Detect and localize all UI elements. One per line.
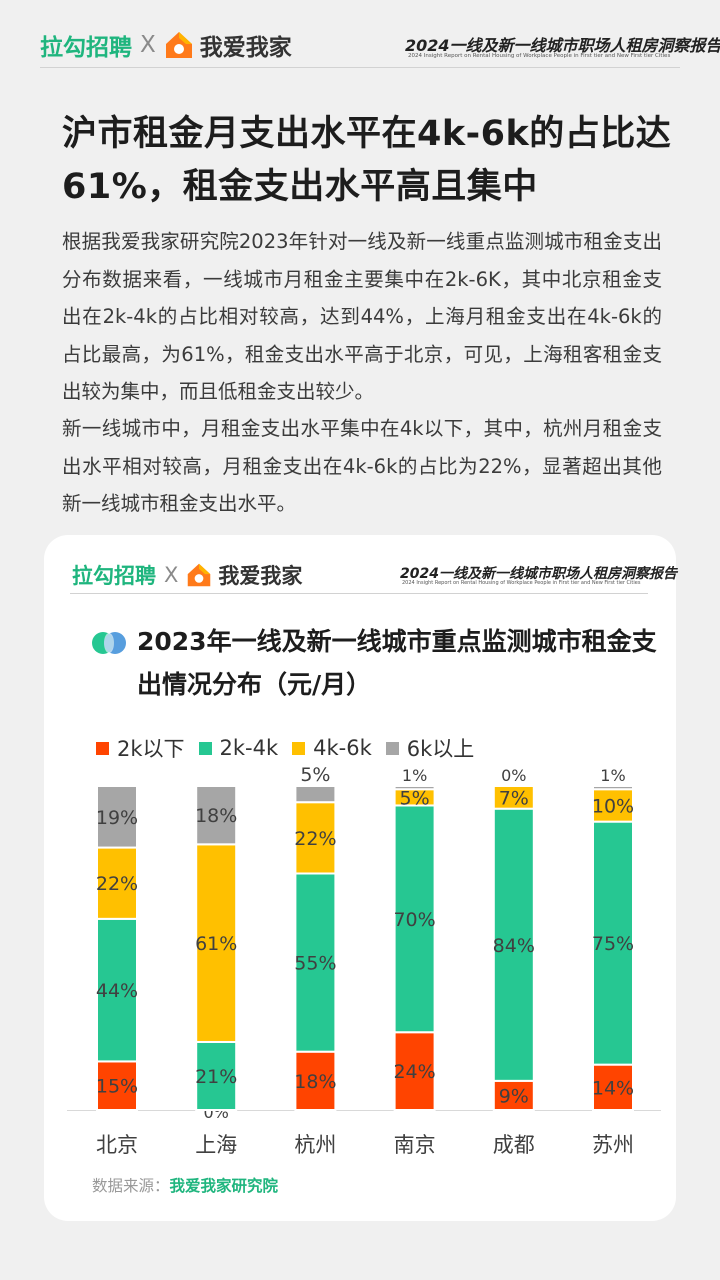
data-label: 14% bbox=[592, 1077, 634, 1099]
data-label: 19% bbox=[96, 807, 138, 829]
data-label: 15% bbox=[96, 1076, 138, 1098]
bar-segment bbox=[294, 801, 337, 875]
x-tick-label: 上海 bbox=[195, 1133, 237, 1157]
data-label: 0% bbox=[501, 766, 526, 785]
article-paragraph-1: 根据我爱我家研究院2023年针对一线及新一线重点监测城市租金支出分布数据来看，一… bbox=[62, 230, 662, 403]
bar-segment bbox=[96, 785, 138, 849]
legend-label: 4k-6k bbox=[313, 736, 372, 760]
bar-segment bbox=[492, 807, 535, 1082]
house-logo-icon bbox=[164, 30, 194, 60]
bar-segment bbox=[592, 788, 634, 823]
x-tick-label: 苏州 bbox=[592, 1133, 634, 1157]
card-house-logo-icon bbox=[186, 562, 212, 588]
data-label: 70% bbox=[393, 909, 435, 931]
bar-segment bbox=[96, 1060, 138, 1112]
legend-swatch bbox=[292, 741, 306, 755]
data-label: 9% bbox=[499, 1085, 529, 1107]
bar-segment bbox=[294, 872, 337, 1053]
data-label: 1% bbox=[402, 766, 427, 785]
data-label: 22% bbox=[294, 828, 336, 850]
bar-segment bbox=[195, 785, 238, 846]
data-label: 18% bbox=[195, 805, 237, 827]
brand-separator: X bbox=[140, 32, 156, 58]
data-label: 84% bbox=[493, 935, 535, 957]
bar-segment bbox=[393, 1031, 436, 1111]
report-title: 2024一线及新一线城市职场人租房洞察报告 bbox=[405, 36, 720, 55]
data-label: 5% bbox=[400, 787, 430, 809]
legend-swatch bbox=[96, 741, 109, 755]
card-brand-left: 拉勾招聘 bbox=[72, 564, 156, 588]
card-report-subtitle: 2024 Insight Report on Rental Housing of… bbox=[402, 580, 641, 586]
source-label: 数据来源： bbox=[92, 1177, 170, 1195]
legend-item: 2k以下 bbox=[96, 733, 185, 763]
x-tick-label: 杭州 bbox=[294, 1133, 336, 1157]
x-tick-label: 成都 bbox=[493, 1133, 535, 1157]
article-paragraph-2: 新一线城市中，月租金支出水平集中在4k以下，其中，杭州月租金支出水平相对较高，月… bbox=[62, 417, 662, 515]
brand-left: 拉勾招聘 bbox=[40, 35, 132, 61]
article-headline: 沪市租金月支出水平在4k-6k的占比达61%，租金支出水平高且集中 bbox=[62, 114, 672, 207]
report-subtitle: 2024 Insight Report on Rental Housing of… bbox=[408, 53, 671, 59]
legend-swatch bbox=[198, 741, 212, 755]
legend-label: 2k以下 bbox=[117, 737, 185, 761]
chart-title: 2023年一线及新一线城市重点监测城市租金支出情况分布（元/月） bbox=[137, 627, 657, 699]
bar-segment bbox=[393, 785, 436, 791]
data-label: 10% bbox=[592, 795, 634, 817]
legend-item: 6k以上 bbox=[385, 733, 475, 763]
legend-item: 2k-4k bbox=[198, 733, 279, 763]
bar-segment bbox=[294, 1050, 337, 1112]
data-source: 数据来源：我爱我家研究院 bbox=[92, 1174, 278, 1196]
card-brand-separator: X bbox=[164, 563, 179, 587]
data-label: 22% bbox=[96, 873, 138, 895]
source-value: 我爱我家研究院 bbox=[169, 1177, 279, 1195]
card-report-title: 2024一线及新一线城市职场人租房洞察报告 bbox=[400, 566, 677, 582]
chart-title-icon bbox=[92, 632, 126, 654]
data-label: 24% bbox=[393, 1061, 435, 1083]
bar-segment bbox=[592, 785, 634, 791]
bar-segment bbox=[592, 1063, 634, 1112]
data-label: 7% bbox=[499, 787, 529, 809]
data-label: 1% bbox=[600, 766, 625, 785]
chart-legend: 2k以下 2k-4k 4k-6k 6k以上 bbox=[96, 733, 488, 763]
data-label: 61% bbox=[195, 933, 237, 955]
legend-item: 4k-6k bbox=[292, 733, 372, 763]
data-label: 55% bbox=[294, 953, 336, 975]
card-brand-right: 我爱我家 bbox=[218, 564, 303, 588]
bar-segment bbox=[492, 785, 535, 810]
brand-right: 我爱我家 bbox=[199, 35, 292, 61]
bar-segment bbox=[96, 846, 138, 920]
data-label: 21% bbox=[195, 1066, 237, 1088]
card-divider bbox=[70, 593, 648, 594]
data-label: 75% bbox=[592, 933, 634, 955]
bar-segment bbox=[393, 804, 436, 1034]
card-brand-logo: 拉勾招聘 X 我爱我家 bbox=[72, 560, 302, 590]
header-divider bbox=[40, 67, 680, 68]
legend-label: 2k-4k bbox=[219, 736, 279, 760]
brand-logo: 拉勾招聘 X 我爱我家 bbox=[40, 28, 292, 62]
bar-segment bbox=[294, 785, 337, 804]
chart-card bbox=[44, 535, 676, 1221]
data-label: 5% bbox=[300, 764, 330, 786]
legend-swatch bbox=[385, 741, 399, 755]
legend-label: 6k以上 bbox=[406, 737, 475, 761]
data-label: 44% bbox=[96, 980, 138, 1002]
page-header: 拉勾招聘 X 我爱我家 2024一线及新一线城市职场人租房洞察报告 2024 I… bbox=[0, 0, 720, 68]
x-tick-label: 北京 bbox=[96, 1133, 138, 1157]
data-label: 18% bbox=[294, 1071, 336, 1093]
x-tick-label: 南京 bbox=[394, 1133, 436, 1157]
